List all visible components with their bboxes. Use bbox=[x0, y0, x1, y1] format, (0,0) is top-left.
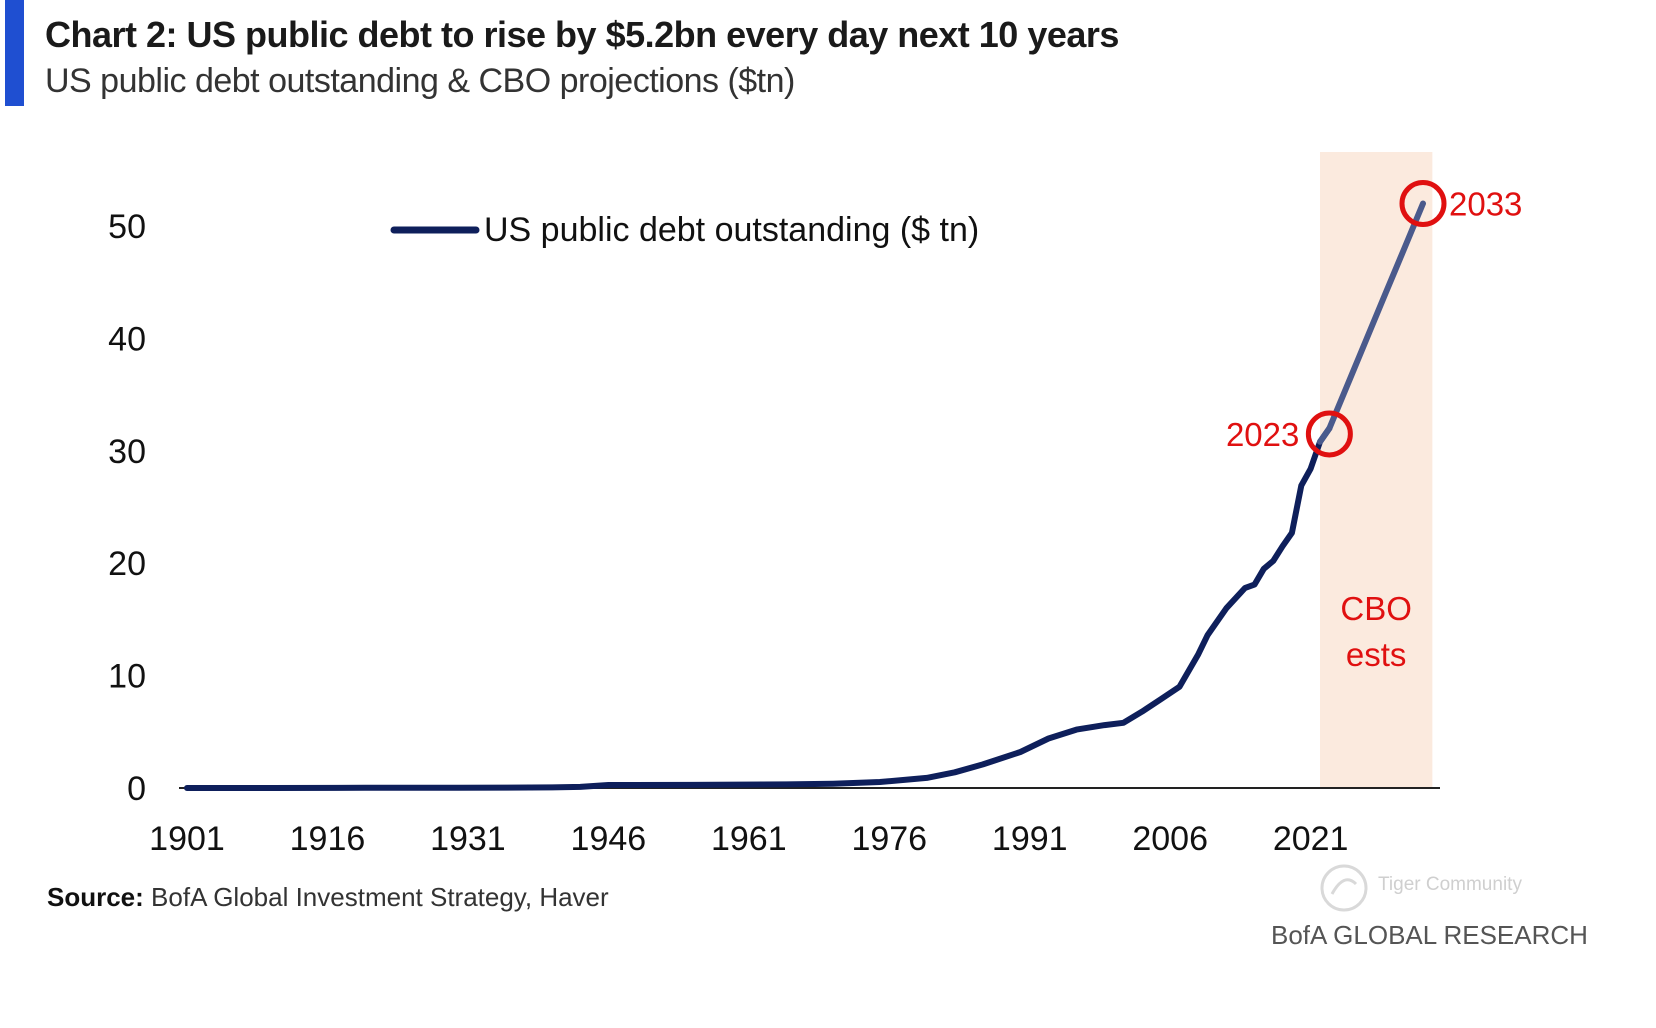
y-tick-label: 20 bbox=[108, 545, 146, 583]
watermark-circle-icon bbox=[1320, 864, 1368, 912]
legend-label: US public debt outstanding ($ tn) bbox=[484, 211, 979, 249]
x-tick-label: 1931 bbox=[430, 820, 506, 858]
x-tick-label: 1901 bbox=[149, 820, 225, 858]
y-tick-label: 50 bbox=[108, 208, 146, 246]
annotation-label-2023: 2023 bbox=[1226, 416, 1299, 453]
source-note: Source: BofA Global Investment Strategy,… bbox=[47, 882, 609, 913]
cbo-label-line1: CBO bbox=[1340, 590, 1412, 627]
source-label: Source: bbox=[47, 882, 144, 912]
x-tick-label: 1961 bbox=[711, 820, 787, 858]
x-tick-label: 1946 bbox=[571, 820, 647, 858]
watermark-logo bbox=[1320, 864, 1368, 912]
x-axis-ticks: 1901 1916 1931 1946 1961 1976 1991 2006 2021 bbox=[149, 820, 1348, 858]
x-tick-label: 1976 bbox=[851, 820, 927, 858]
cbo-projection-band bbox=[1320, 152, 1433, 788]
y-tick-label: 40 bbox=[108, 320, 146, 358]
watermark-swoosh-icon bbox=[1330, 878, 1358, 895]
x-tick-label: 1916 bbox=[290, 820, 366, 858]
debt-line-projection bbox=[1317, 200, 1426, 445]
title-accent-bar bbox=[5, 0, 24, 106]
y-tick-label: 30 bbox=[108, 433, 146, 471]
brand-footer: BofA GLOBAL RESEARCH bbox=[1271, 920, 1588, 950]
highlight-circle-2023 bbox=[1305, 410, 1353, 458]
y-tick-label: 0 bbox=[127, 770, 146, 808]
highlight-circle-2033 bbox=[1399, 180, 1447, 228]
year-annotations: 2023 2033 bbox=[1226, 180, 1522, 458]
watermark-text: Tiger Community bbox=[1378, 874, 1522, 895]
cbo-label-line2: ests bbox=[1346, 636, 1407, 673]
debt-line-historical bbox=[184, 425, 1333, 791]
x-tick-label: 2021 bbox=[1273, 820, 1349, 858]
source-text: BofA Global Investment Strategy, Haver bbox=[151, 882, 609, 912]
x-tick-label: 1991 bbox=[992, 820, 1068, 858]
annotation-label-2033: 2033 bbox=[1449, 186, 1522, 223]
x-tick-label: 2006 bbox=[1132, 820, 1208, 858]
chart-title: Chart 2: US public debt to rise by $5.2b… bbox=[45, 14, 1119, 55]
y-tick-label: 10 bbox=[108, 658, 146, 696]
y-axis-ticks: 0 10 20 30 40 50 bbox=[108, 208, 146, 808]
chart-subtitle: US public debt outstanding & CBO project… bbox=[45, 62, 795, 100]
